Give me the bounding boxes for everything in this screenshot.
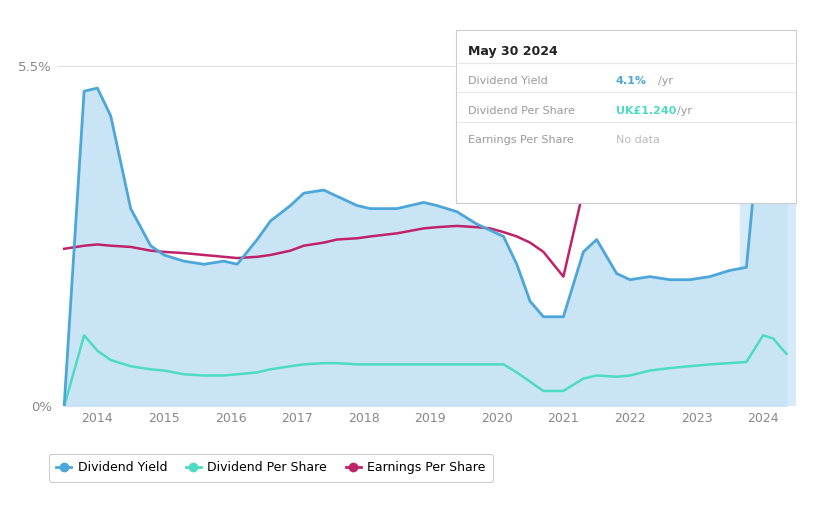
Text: Earnings Per Share: Earnings Per Share: [468, 135, 574, 145]
Legend: Dividend Yield, Dividend Per Share, Earnings Per Share: Dividend Yield, Dividend Per Share, Earn…: [49, 454, 493, 482]
Text: /yr: /yr: [658, 76, 673, 86]
Text: No data: No data: [616, 135, 659, 145]
Text: Dividend Yield: Dividend Yield: [468, 76, 548, 86]
Text: /yr: /yr: [677, 106, 692, 116]
Text: Dividend Per Share: Dividend Per Share: [468, 106, 575, 116]
Text: Past: Past: [741, 75, 766, 88]
Text: 4.1%: 4.1%: [616, 76, 647, 86]
Text: May 30 2024: May 30 2024: [468, 45, 557, 58]
Bar: [740, 36, 796, 406]
Text: UK£1.240: UK£1.240: [616, 106, 677, 116]
